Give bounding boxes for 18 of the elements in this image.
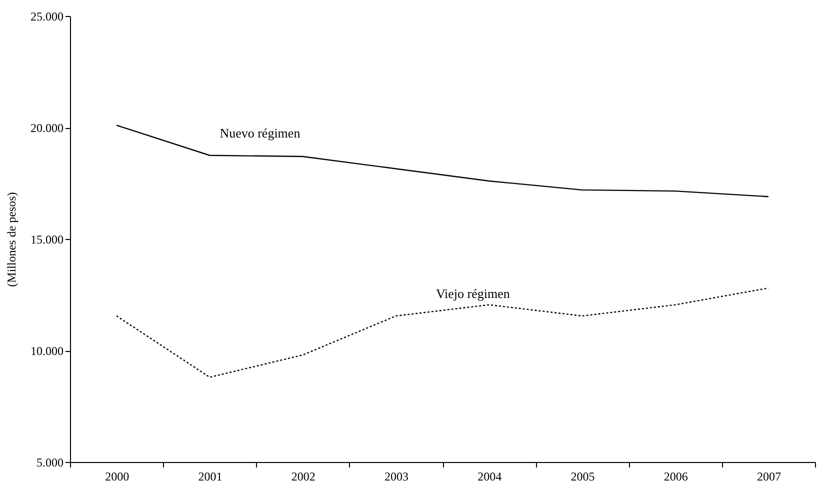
x-tick-label: 2000 xyxy=(105,470,130,484)
x-tick-label: 2006 xyxy=(664,470,688,484)
y-tick-label: 5.000 xyxy=(36,456,64,470)
x-tick-label: 2004 xyxy=(478,470,502,484)
y-tick-label: 20.000 xyxy=(30,121,64,135)
y-tick-label: 15.000 xyxy=(30,232,64,246)
series-label: Nuevo régimen xyxy=(220,125,301,140)
x-tick-label: 2005 xyxy=(570,470,595,484)
series-label: Viejo régimen xyxy=(436,286,510,301)
x-tick-label: 2007 xyxy=(756,470,781,484)
y-tick-label: 10.000 xyxy=(30,344,64,358)
line-series xyxy=(116,287,770,378)
line-series xyxy=(116,124,770,198)
y-tick-label: 25.000 xyxy=(30,10,64,24)
x-tick-label: 2002 xyxy=(291,470,316,484)
y-axis-title: (Millones de pesos) xyxy=(4,192,18,287)
x-tick-label: 2003 xyxy=(384,470,408,484)
x-tick-label: 2001 xyxy=(198,470,222,484)
